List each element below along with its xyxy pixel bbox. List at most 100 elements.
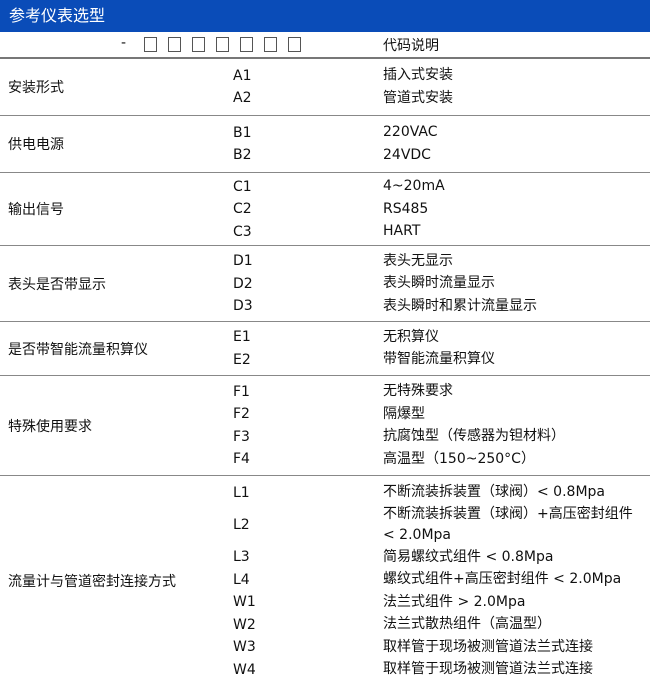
code-box [288, 37, 301, 52]
option-desc: 表头无显示 [383, 252, 453, 269]
option-desc: 隔爆型 [383, 405, 425, 422]
table-row: A1 插入式安装 [0, 65, 650, 88]
table-row: E2 带智能流量积算仪 [0, 349, 650, 372]
code-box [192, 37, 205, 52]
code-dash: - [121, 35, 127, 51]
option-code: C3 [233, 223, 252, 240]
option-code: W2 [233, 616, 256, 633]
table-row: W3 取样管于现场被测管道法兰式连接 [0, 636, 650, 659]
option-code: W4 [233, 661, 256, 678]
code-box [168, 37, 181, 52]
section-label: 表头是否带显示 [8, 276, 106, 293]
table-row: A2 管道式安装 [0, 87, 650, 110]
section-label: 输出信号 [8, 202, 64, 218]
option-desc: 取样管于现场被测管道法兰式连接 [383, 638, 593, 655]
table-row: D2 表头瞬时流量显示 [0, 272, 650, 295]
option-code: L1 [233, 484, 250, 501]
option-code: L4 [233, 571, 250, 588]
code-box [264, 37, 277, 52]
option-code: A1 [233, 67, 252, 84]
code-boxes [144, 37, 301, 52]
option-desc: 不断流装拆装置（球阀）< 0.8Mpa [383, 484, 605, 500]
option-desc: 法兰式组件 > 2.0Mpa [383, 593, 526, 610]
option-code: D1 [233, 253, 253, 269]
table-row: F4 高温型（150~250°C） [0, 448, 650, 471]
option-code: C1 [233, 178, 252, 195]
option-desc: 抗腐蚀型（传感器为钽材料） [383, 428, 565, 445]
option-desc: 带智能流量积算仪 [383, 351, 495, 368]
option-desc: 简易螺纹式组件 < 0.8Mpa [383, 548, 554, 565]
option-code: F4 [233, 451, 250, 468]
option-desc: 法兰式散热组件（高温型） [383, 616, 551, 632]
table-row: D1 表头无显示 [0, 250, 650, 273]
table-row: F3 抗腐蚀型（传感器为钽材料） [0, 426, 650, 449]
option-desc: 螺纹式组件+高压密封组件 < 2.0Mpa [383, 571, 622, 587]
option-code: F1 [233, 383, 250, 400]
option-desc: 24VDC [383, 146, 431, 163]
section: 特殊使用要求 F1 无特殊要求 F2 隔爆型 F3 抗腐蚀型（传感器为钽材料） F4 高温型（1… [0, 376, 650, 476]
option-desc: 插入式安装 [383, 67, 453, 84]
option-code: E2 [233, 351, 251, 368]
table-row: C1 4~20mA [0, 175, 650, 198]
sections: 安装形式 A1 插入式安装 A2 管道式安装供电电源 B1 220VAC B2 24VDC 输出信… [0, 59, 650, 682]
table-row: C3 HART [0, 220, 650, 243]
table-row: B1 220VAC [0, 122, 650, 145]
option-desc: 220VAC [383, 124, 438, 141]
page-title: 参考仪表选型 [0, 0, 650, 32]
option-desc: 高温型（150~250°C） [383, 450, 535, 467]
section: 表头是否带显示 D1 表头无显示 D2 表头瞬时流量显示 D3 表头瞬时和累计流量显示 [0, 246, 650, 322]
section-label: 供电电源 [8, 137, 64, 153]
table-row: E1 无积算仪 [0, 326, 650, 349]
option-code: C2 [233, 201, 252, 217]
option-desc: 无积算仪 [383, 328, 439, 345]
table-row: D3 表头瞬时和累计流量显示 [0, 295, 650, 318]
option-code: A2 [233, 90, 252, 107]
table-header: - 代码说明 [0, 32, 650, 59]
option-code: E1 [233, 329, 251, 346]
option-code: B2 [233, 147, 252, 164]
table-row: B2 24VDC [0, 144, 650, 167]
table-row: F1 无特殊要求 [0, 381, 650, 404]
option-code: L2 [233, 516, 250, 533]
option-desc: HART [383, 223, 421, 239]
table-row: L3 简易螺纹式组件 < 0.8Mpa [0, 546, 650, 569]
section-label: 安装形式 [8, 80, 64, 96]
option-code: W1 [233, 594, 256, 610]
section: 是否带智能流量积算仪 E1 无积算仪 E2 带智能流量积算仪 [0, 322, 650, 376]
option-code: W3 [233, 639, 256, 655]
section-label: 流量计与管道密封连接方式 [8, 574, 176, 590]
code-box [144, 37, 157, 52]
section: 输出信号 C1 4~20mA C2 RS485 C3 HART [0, 173, 650, 246]
option-code: D2 [233, 275, 253, 292]
option-desc: 取样管于现场被测管道法兰式连接 [383, 661, 593, 677]
option-code: F2 [233, 406, 250, 423]
table-row: F2 隔爆型 [0, 403, 650, 426]
section-label: 是否带智能流量积算仪 [8, 341, 148, 358]
code-box [216, 37, 229, 52]
desc-header: 代码说明 [383, 38, 439, 54]
option-desc: RS485 [383, 200, 429, 217]
table-row: L4 螺纹式组件+高压密封组件 < 2.0Mpa [0, 568, 650, 591]
section: 供电电源 B1 220VAC B2 24VDC [0, 116, 650, 173]
table-row: W1 法兰式组件 > 2.0Mpa [0, 591, 650, 614]
option-code: D3 [233, 298, 253, 314]
option-code: L3 [233, 549, 250, 565]
table-row: L1 不断流装拆装置（球阀）< 0.8Mpa [0, 481, 650, 504]
option-desc: 无特殊要求 [383, 383, 453, 400]
section: 流量计与管道密封连接方式 L1 不断流装拆装置（球阀）< 0.8Mpa L2 不断流装拆… [0, 476, 650, 682]
option-code: B1 [233, 124, 252, 141]
table-row: W2 法兰式散热组件（高温型） [0, 613, 650, 636]
option-desc: 表头瞬时流量显示 [383, 275, 495, 291]
table-row: W4 取样管于现场被测管道法兰式连接 [0, 658, 650, 681]
table-row: L2 不断流装拆装置（球阀）+高压密封组件 < 2.0Mpa [0, 504, 650, 546]
option-desc: 不断流装拆装置（球阀）+高压密封组件 < 2.0Mpa [383, 505, 633, 543]
code-box [240, 37, 253, 52]
option-desc: 表头瞬时和累计流量显示 [383, 297, 537, 314]
section-label: 特殊使用要求 [8, 418, 92, 435]
table-row: C2 RS485 [0, 198, 650, 221]
option-code: F3 [233, 428, 250, 445]
option-desc: 4~20mA [383, 178, 445, 194]
option-desc: 管道式安装 [383, 89, 453, 106]
section: 安装形式 A1 插入式安装 A2 管道式安装 [0, 59, 650, 116]
